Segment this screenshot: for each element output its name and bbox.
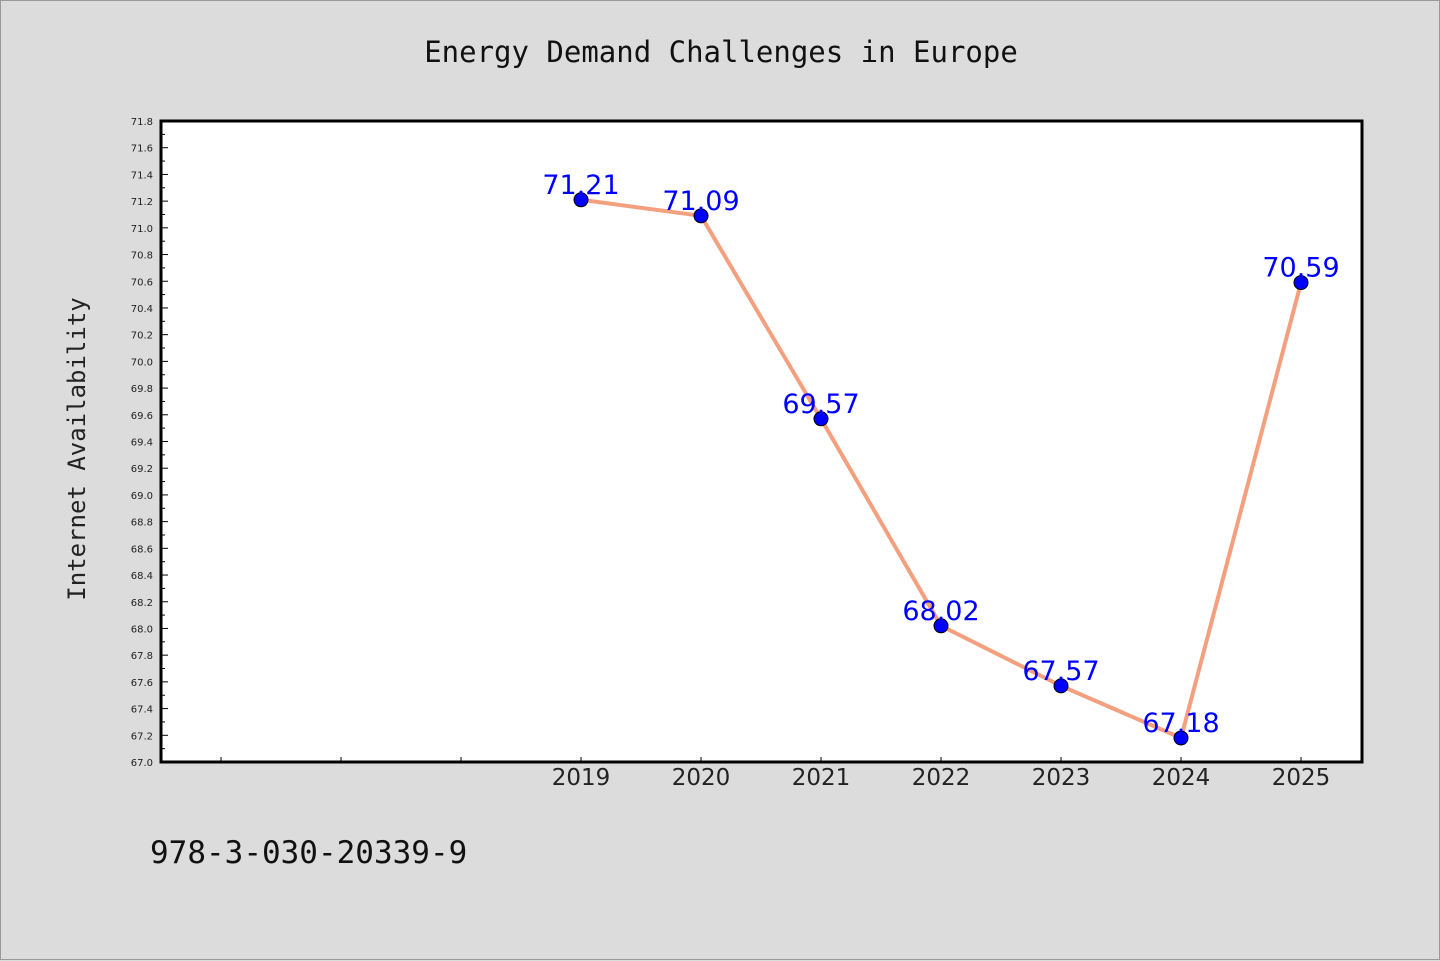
y-tick-label: 70.6 bbox=[131, 277, 153, 288]
x-tick-label: 2025 bbox=[1272, 765, 1331, 791]
plot-area bbox=[159, 119, 1364, 764]
data-point bbox=[1293, 275, 1309, 291]
y-tick-label: 68.2 bbox=[131, 598, 153, 609]
data-label: 67.18 bbox=[1142, 708, 1219, 739]
y-tick-label: 70.0 bbox=[131, 357, 153, 368]
data-point bbox=[573, 192, 589, 208]
y-tick-label: 67.6 bbox=[131, 678, 153, 689]
y-tick-label: 67.4 bbox=[131, 705, 153, 716]
y-axis-ticks: 67.0 67.2 67.4 67.6 67.8 68.0 68.2 68.4 68.6 68.8… bbox=[131, 117, 168, 769]
data-point bbox=[1053, 678, 1069, 694]
data-point bbox=[1173, 730, 1189, 746]
data-label: 71.21 bbox=[542, 170, 619, 201]
x-tick-label: 2024 bbox=[1152, 765, 1211, 791]
data-point bbox=[933, 618, 949, 634]
y-tick-label: 69.8 bbox=[131, 384, 153, 395]
data-label: 69.57 bbox=[782, 389, 859, 420]
y-tick-label: 69.6 bbox=[131, 411, 153, 422]
y-tick-label: 67.0 bbox=[131, 758, 153, 769]
y-tick-label: 71.0 bbox=[131, 224, 153, 235]
y-tick-label: 68.0 bbox=[131, 624, 153, 635]
data-label: 67.57 bbox=[1022, 656, 1099, 687]
y-tick-label: 67.2 bbox=[131, 731, 153, 742]
y-tick-label: 69.0 bbox=[131, 491, 153, 502]
y-tick-label: 70.8 bbox=[131, 251, 153, 262]
y-tick-label: 68.8 bbox=[131, 518, 153, 529]
data-points bbox=[573, 192, 1309, 746]
data-labels: 71.21 71.09 69.57 68.02 67.57 67.18 70.59 bbox=[542, 170, 1339, 739]
x-tick-label: 2022 bbox=[912, 765, 971, 791]
data-label: 68.02 bbox=[902, 596, 979, 627]
x-axis-ticks: 2019 2020 2021 2022 2023 2024 2025 bbox=[220, 757, 1331, 791]
x-tick-label: 2021 bbox=[792, 765, 851, 791]
data-point bbox=[693, 208, 709, 224]
y-tick-label: 67.8 bbox=[131, 651, 153, 662]
x-tick-label: 2019 bbox=[552, 765, 611, 791]
y-tick-label: 70.2 bbox=[131, 331, 153, 342]
y-tick-label: 71.2 bbox=[131, 197, 153, 208]
y-tick-label: 69.4 bbox=[131, 438, 153, 449]
data-point bbox=[813, 411, 829, 427]
y-tick-label: 68.6 bbox=[131, 544, 153, 555]
x-tick-label: 2020 bbox=[672, 765, 731, 791]
chart-title: Energy Demand Challenges in Europe bbox=[424, 35, 1018, 69]
data-label: 71.09 bbox=[662, 186, 739, 217]
footer-code: 978-3-030-20339-9 bbox=[150, 835, 468, 871]
y-tick-label: 69.2 bbox=[131, 464, 153, 475]
x-tick-label: 2023 bbox=[1032, 765, 1091, 791]
y-tick-label: 68.4 bbox=[131, 571, 153, 582]
y-tick-label: 71.6 bbox=[131, 144, 153, 155]
y-tick-label: 70.4 bbox=[131, 304, 153, 315]
y-tick-label: 71.8 bbox=[131, 117, 153, 128]
data-label: 70.59 bbox=[1262, 253, 1339, 284]
y-tick-label: 71.4 bbox=[131, 170, 153, 181]
